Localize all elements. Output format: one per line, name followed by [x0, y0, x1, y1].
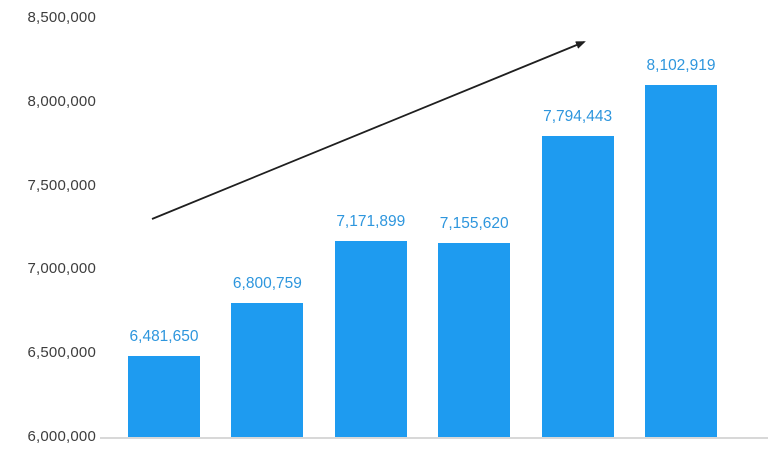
y-axis-label: 8,000,000: [27, 92, 96, 110]
bar: [231, 302, 304, 437]
bar: [645, 84, 717, 437]
x-axis-baseline: [100, 437, 768, 439]
y-axis-label: 6,500,000: [27, 344, 96, 362]
bar-value-label: 7,155,620: [439, 215, 509, 233]
y-axis-label: 7,000,000: [27, 260, 96, 278]
y-axis-label: 6,000,000: [27, 428, 96, 445]
bar: [334, 240, 407, 437]
bar-value-label: 7,794,443: [543, 108, 613, 126]
y-axis-label: 8,500,000: [27, 9, 96, 26]
bar-value-label: 6,800,759: [232, 274, 302, 292]
bar-value-label: 7,171,899: [336, 212, 406, 230]
bar: [128, 356, 200, 437]
bar: [541, 136, 614, 437]
bar: [438, 243, 511, 437]
bar-value-label: 8,102,919: [646, 56, 716, 74]
y-axis-label: 7,500,000: [27, 176, 96, 194]
bar-value-label: 6,481,650: [129, 328, 199, 346]
